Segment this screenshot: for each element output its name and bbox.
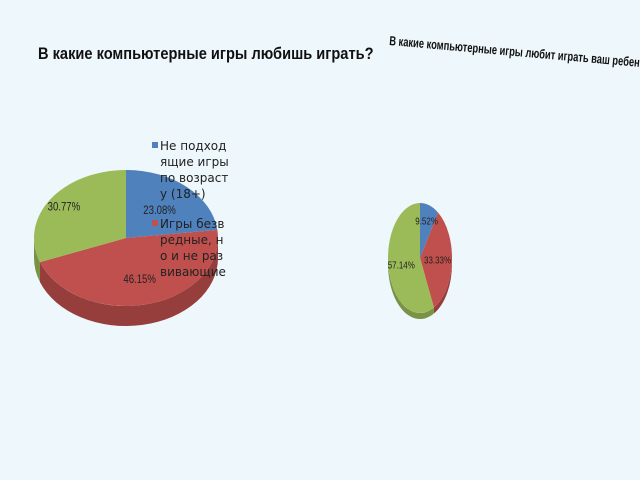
chart-title-left: В какие компьютерные игры любишь играть?	[38, 44, 374, 63]
pie1-side-2	[39, 238, 218, 326]
pie2-side-2	[433, 258, 452, 314]
pie2-data-label-1: 9.52%	[415, 216, 438, 227]
pie1-data-label-2: 46.15%	[123, 273, 156, 286]
pie-chart-left: 23.08% 46.15% 30.77%	[33, 170, 219, 326]
pie1-slice-1	[126, 170, 218, 238]
legend-label-1: Не подходящие игры по возрасту (18+)	[160, 139, 229, 201]
legend-item-2: Игры безвредные, но и не развивающие	[152, 216, 230, 280]
pie1-side-3	[34, 238, 40, 283]
legend-swatch-red	[152, 220, 158, 226]
pie1-slice-3	[33, 170, 126, 263]
pie2-data-label-2: 33.33%	[424, 255, 451, 266]
pie2-slice-3	[388, 203, 434, 313]
pie2-data-label-3: 57.14%	[388, 260, 415, 271]
legend-label-2: Игры безвредные, но и не развивающие	[160, 217, 226, 279]
chart-legend-left: Не подходящие игры по возрасту (18+) Игр…	[152, 138, 230, 294]
pie2-slice-2	[420, 212, 452, 308]
pie2-side-3	[388, 258, 434, 319]
legend-swatch-blue	[152, 142, 158, 148]
pie-chart-right: 9.52% 33.33% 57.14%	[388, 203, 452, 319]
pie1-data-label-1: 23.08%	[143, 204, 176, 217]
legend-item-1: Не подходящие игры по возрасту (18+)	[152, 138, 230, 202]
pie2-slice-1	[420, 203, 439, 258]
pie1-data-label-3: 30.77%	[48, 200, 81, 213]
pie1-slice-2	[39, 229, 219, 307]
